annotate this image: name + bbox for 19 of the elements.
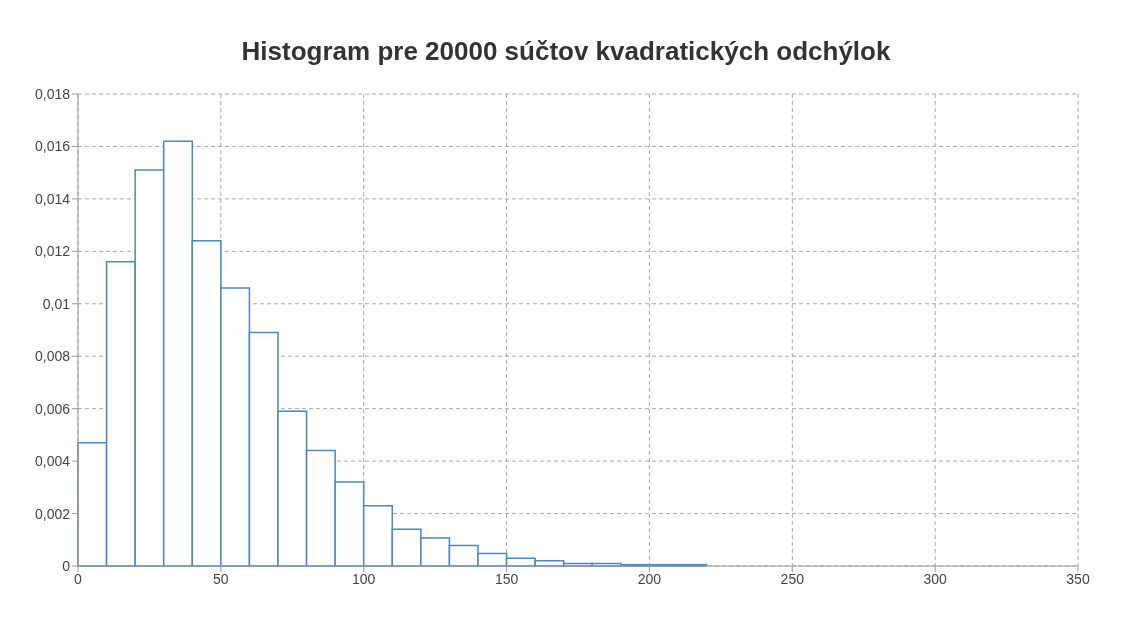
y-tick-label: 0,016 xyxy=(34,138,71,155)
y-tick-label: 0,018 xyxy=(34,85,71,102)
y-tick-label: 0,004 xyxy=(34,453,71,470)
x-tick-label: 350 xyxy=(1066,570,1090,587)
y-tick-label: 0,01 xyxy=(42,295,71,312)
x-tick-label: 250 xyxy=(780,570,805,587)
x-tick-label: 200 xyxy=(637,570,662,587)
y-tick-label: 0 xyxy=(62,557,71,574)
x-tick-label: 150 xyxy=(494,570,519,587)
x-tick-label: 0 xyxy=(74,570,83,587)
y-tick-label: 0,006 xyxy=(34,400,71,417)
x-tick-label: 100 xyxy=(352,570,376,587)
y-tick-label: 0,012 xyxy=(34,243,71,260)
x-tick-label: 300 xyxy=(923,570,948,587)
x-tick-label: 50 xyxy=(213,570,229,587)
y-tick-label: 0,002 xyxy=(34,505,71,522)
chart-title: Histogram pre 20000 súčtov kvadratických odchýlok xyxy=(240,35,892,68)
y-tick-label: 0,014 xyxy=(34,190,71,207)
y-tick-label: 0,008 xyxy=(34,348,71,365)
